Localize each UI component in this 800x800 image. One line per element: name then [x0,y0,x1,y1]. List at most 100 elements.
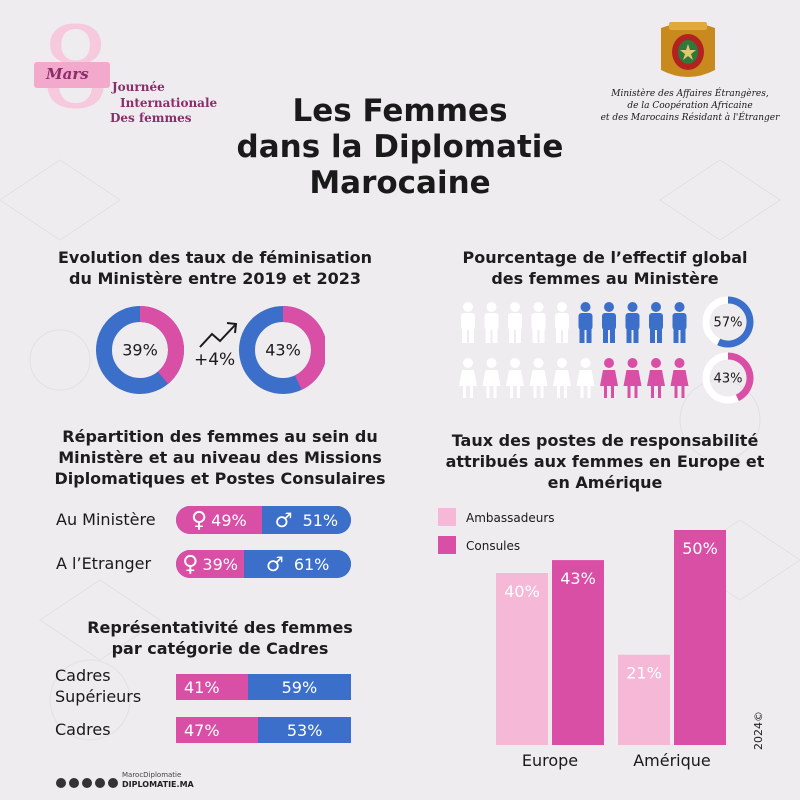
trend-up-icon [199,322,238,348]
woman-icon [506,358,524,398]
responsabilite-title-line2: attribués aux femmes en Europe et [445,452,765,471]
male-segment: ♂ 51% [261,506,351,534]
cadres-row-label: Cadres [55,720,111,739]
man-icon [625,302,640,343]
woman-icon [553,358,571,398]
male-segment: 59% [247,674,351,700]
woman-icon [482,358,501,398]
female-value: 39% [202,554,238,574]
ministry-name: Ministère des Affaires Étrangères, de la… [600,88,780,124]
man-icon [508,302,522,343]
man-icon [531,302,546,343]
responsabilite-title-line1: Taux des postes de responsabilité [451,431,759,450]
male-value: 61% [293,554,330,574]
effectif-donuts: 57% 43% [702,296,754,404]
bar-value-label: 50% [682,539,718,558]
legend-swatch [438,508,456,526]
bar-value-label: 21% [626,664,662,683]
responsabilite-title: Taux des postes de responsabilité attrib… [425,430,785,493]
cadres-bar: 47% 53% [176,717,351,743]
man-icon [672,302,687,343]
effectif-title-line2: des femmes au Ministère [491,269,719,288]
evolution-donuts: 39% 43% [96,306,325,394]
donut-hommes-label: 57% [714,316,743,331]
donut-femmes-arc [727,352,754,402]
page-title-line3: Marocaine [309,165,491,201]
female-segment: ♀ 39% [176,550,245,578]
cadres-title-line2: par catégorie de Cadres [111,639,329,658]
female-segment: 41% [176,674,248,700]
twitter-icon[interactable] [69,778,79,788]
page-title: Les Femmes dans la Diplomatie Marocaine [220,93,580,201]
instagram-icon[interactable] [95,778,105,788]
event-line2: Internationale [120,96,218,110]
evolution-title-line1: Evolution des taux de féminisation [58,248,372,267]
woman-icon [670,358,689,398]
cadres-row-label: Cadres Supérieurs [55,666,142,706]
people-grid [459,302,689,398]
repartition-bar: ♀ 49% ♂ 51% [176,506,351,534]
woman-icon [576,358,595,398]
male-segment: ♂ 61% [244,550,351,578]
woman-icon [529,358,548,398]
repartition-row-label: A l’Etranger [56,554,152,573]
male-value: 51% [302,510,339,530]
bar-ambassadeurs-0 [496,573,548,745]
effectif-title: Pourcentage de l’effectif global des fem… [430,247,780,289]
ministry-line3: et des Marocains Résidant à l'Étranger [600,113,780,123]
evolution-title-line2: du Ministère entre 2019 et 2023 [69,269,361,288]
page-title-line1: Les Femmes [292,93,508,129]
man-icon [602,302,616,343]
legend-label: Consules [466,539,520,553]
event-line1: Journée [112,80,165,94]
male-segment: 53% [258,717,351,743]
donut-femmes-label: 43% [714,372,743,387]
repartition-bar: ♀ 39% ♂ 61% [176,550,351,578]
donut-2019-label: 39% [122,341,158,360]
female-value: 49% [211,510,247,530]
footer-handle: MarocDiplomatie [122,771,182,779]
repartition-title-line3: Diplomatiques et Postes Consulaires [54,469,386,488]
coat-of-arms-icon [661,22,715,77]
female-symbol-icon: ♀ [191,507,208,533]
category-label: Europe [522,751,578,770]
woman-icon [647,358,665,398]
man-icon [649,302,663,343]
bar-value-label: 43% [560,569,596,588]
male-symbol-icon: ♂ [274,508,293,532]
event-line3: Des femmes [110,111,192,125]
legend-label: Ambassadeurs [466,511,555,525]
woman-icon [459,358,477,398]
bar-ambassadeurs-1 [618,654,670,745]
footer-site[interactable]: DIPLOMATIE.MA [122,780,194,789]
woman-icon [623,358,642,398]
female-segment: 47% [176,717,259,743]
female-symbol-icon: ♀ [182,551,199,577]
evolution-change: +4% [194,350,236,370]
donut-hommes-arc [717,296,754,348]
man-icon [484,302,499,343]
event-logo: 8 Mars Journée Internationale Des femmes [30,4,220,138]
linkedin-icon[interactable] [108,778,118,788]
man-icon [461,302,475,343]
repartition-title: Répartition des femmes au sein du Minist… [40,426,400,489]
woman-icon [600,358,618,398]
male-symbol-icon: ♂ [265,552,284,576]
cadres-title: Représentativité des femmes par catégori… [40,617,400,659]
footer-year: 2024© [752,711,765,750]
repartition-row-label: Au Ministère [56,510,156,529]
donut-2023-arc [282,306,325,390]
donut-2023-label: 43% [265,341,301,360]
man-icon [555,302,569,343]
bar-value-label: 40% [504,582,540,601]
page-title-line2: dans la Diplomatie [236,129,564,165]
youtube-icon[interactable] [82,778,92,788]
man-icon [578,302,593,343]
ministry-line2: de la Coopération Africaine [627,101,753,111]
facebook-icon[interactable] [56,778,66,788]
repartition-title-line1: Répartition des femmes au sein du [62,427,378,446]
evolution-title: Evolution des taux de féminisation du Mi… [40,247,390,289]
legend-swatch [438,536,456,554]
social-icons [56,773,121,792]
event-month: Mars [46,65,89,83]
